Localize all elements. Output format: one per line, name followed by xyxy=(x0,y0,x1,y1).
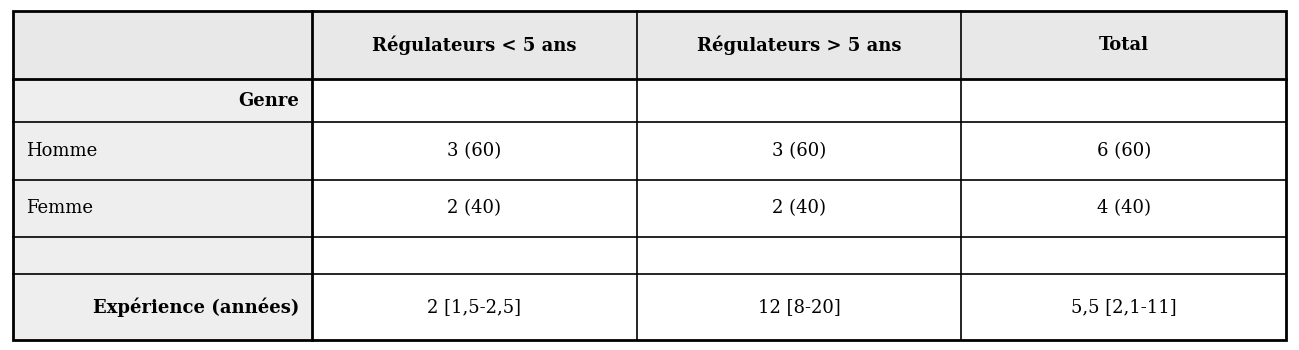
Bar xyxy=(961,180,1286,237)
Bar xyxy=(312,237,637,274)
Bar xyxy=(13,180,312,237)
Text: Régulateurs > 5 ans: Régulateurs > 5 ans xyxy=(696,35,902,55)
Bar xyxy=(13,237,312,274)
Text: Femme: Femme xyxy=(26,199,94,217)
Text: 12 [8-20]: 12 [8-20] xyxy=(757,298,840,316)
Bar xyxy=(312,122,637,180)
Text: Genre: Genre xyxy=(238,92,299,110)
Bar xyxy=(13,79,312,122)
Text: 3 (60): 3 (60) xyxy=(447,142,501,160)
Bar xyxy=(637,79,961,122)
Bar xyxy=(961,274,1286,340)
Bar xyxy=(13,10,312,79)
Bar xyxy=(637,10,961,79)
Text: 5,5 [2,1-11]: 5,5 [2,1-11] xyxy=(1070,298,1177,316)
Text: Homme: Homme xyxy=(26,142,97,160)
Bar xyxy=(961,237,1286,274)
Bar xyxy=(637,180,961,237)
Bar xyxy=(637,122,961,180)
Text: 2 (40): 2 (40) xyxy=(447,199,501,217)
Text: 6 (60): 6 (60) xyxy=(1096,142,1151,160)
Bar xyxy=(312,180,637,237)
Bar xyxy=(961,122,1286,180)
Text: Expérience (années): Expérience (années) xyxy=(92,297,299,317)
Bar xyxy=(13,274,312,340)
Text: 4 (40): 4 (40) xyxy=(1096,199,1151,217)
Text: 2 [1,5-2,5]: 2 [1,5-2,5] xyxy=(427,298,521,316)
Bar xyxy=(13,122,312,180)
Bar xyxy=(637,274,961,340)
Bar xyxy=(961,79,1286,122)
Bar xyxy=(312,10,637,79)
Bar xyxy=(961,10,1286,79)
Text: Total: Total xyxy=(1099,36,1148,54)
Text: 2 (40): 2 (40) xyxy=(772,199,826,217)
Bar xyxy=(637,237,961,274)
Text: 3 (60): 3 (60) xyxy=(772,142,826,160)
Bar xyxy=(312,274,637,340)
Text: Régulateurs < 5 ans: Régulateurs < 5 ans xyxy=(373,35,577,55)
Bar xyxy=(312,79,637,122)
